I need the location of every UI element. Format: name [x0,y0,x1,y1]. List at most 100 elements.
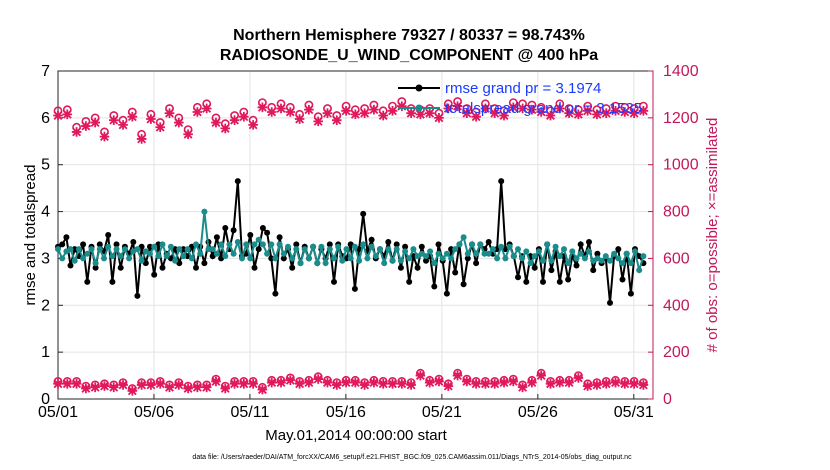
totalspread-point [297,260,304,267]
obs-assimilated-low-marker [99,381,110,391]
obs-assimilated-marker [620,107,630,117]
right-y-tick-label: 1200 [663,110,699,127]
totalspread-point [247,255,254,262]
obs-assimilated-marker [294,114,305,124]
totalspread-point [498,243,505,250]
obs-assimilated-low-marker [359,380,370,390]
obs-assimilated-low-marker [554,377,565,388]
totalspread-point [473,250,480,257]
rmse-point [406,278,413,285]
obs-assimilated-marker [341,106,351,116]
totalspread-point [636,267,643,274]
obs-assimilated-marker [62,109,73,120]
x-axis-label: May.01,2014 00:00:00 start [265,427,447,444]
obs-assimilated-marker [424,108,435,118]
obs-assimilated-low-marker [397,378,407,389]
right-y-tick-label: 400 [663,297,690,314]
rmse-point [251,264,258,271]
obs-assimilated-marker [378,110,389,121]
obs-assimilated-low-marker [257,384,268,395]
obs-assimilated-low-marker [480,378,491,389]
totalspread-point [96,246,103,253]
obs-assimilated-marker [369,104,379,115]
totalspread-point [113,246,120,253]
totalspread-point [147,250,153,257]
rmse-point [331,278,337,285]
obs-assimilated-low-marker [499,377,509,388]
totalspread-point [494,255,501,262]
obs-assimilated-low-marker [601,378,612,389]
obs-assimilated-marker [638,106,649,116]
rmse-point [193,264,199,271]
obs-assimilated-low-marker [183,383,193,394]
totalspread-point [431,260,438,267]
totalspread-point [385,246,392,253]
totalspread-point [523,248,530,255]
obs-assimilated-marker [554,103,565,114]
rmse-point [548,267,555,274]
legend-rmse-label: rmse grand pr = 3.1974 [445,80,601,97]
obs-assimilated-low-marker [322,377,333,388]
obs-assimilated-marker [71,127,82,137]
obs-assimilated-low-marker [462,376,472,387]
obs-assimilated-marker [536,107,546,117]
rmse-point [151,271,158,278]
rmse-point [147,243,153,250]
totalspread-point [506,243,513,250]
obs-assimilated-low-marker [536,370,546,381]
chart-title-line1: Northern Hemisphere 79327 / 80337 = 98.7… [233,27,585,44]
totalspread-point [632,248,638,255]
totalspread-point [193,241,199,248]
totalspread-point [485,250,492,257]
obs-assimilated-marker [201,103,212,114]
totalspread-point [565,260,572,267]
obs-assimilated-low-marker [127,386,138,396]
rmse-point [443,290,450,297]
rmse-point [619,276,626,283]
obs-assimilated-low-marker [229,378,240,389]
totalspread-point [92,260,99,267]
totalspread-point [117,253,124,260]
totalspread-point [331,255,337,262]
obs-assimilated-low-marker [489,378,500,389]
legend-rmse-marker [415,84,423,92]
rmse-point [368,236,375,243]
totalspread-point [326,246,333,253]
obs-assimilated-low-marker [434,376,444,387]
obs-assimilated-low-marker [90,382,100,393]
totalspread-point [347,255,354,262]
obs-assimilated-marker [406,108,416,118]
rmse-point [293,241,300,248]
series-totalspread [55,208,647,275]
obs-assimilated-marker [81,121,91,131]
x-axis: 05/01 05/06 05/11 05/16 05/21 05/26 05/31 [38,394,654,421]
totalspread-point [469,241,475,248]
rmse-point [272,290,279,297]
rmse-point [130,239,137,245]
totalspread-point [619,260,626,267]
obs-assimilated-marker [118,120,128,130]
obs-assimilated-low-marker [248,378,258,389]
totalspread-point [289,255,296,262]
obs-assimilated-marker [629,108,639,118]
x-tick-label: 05/26 [518,404,558,421]
totalspread-point [255,236,262,243]
obs-assimilated-low-marker [508,376,519,387]
totalspread-point [381,260,388,267]
totalspread-point [318,243,325,250]
obs-assimilated-marker [499,110,509,121]
rmse-point [531,264,538,271]
x-tick-label: 05/16 [326,404,366,421]
obs-assimilated-low-marker [294,378,305,389]
totalspread-point [573,255,580,262]
totalspread-point [581,255,588,262]
obs-assimilated-marker [304,104,314,115]
rmse-point [276,234,283,241]
rmse-point [96,241,103,248]
totalspread-point [59,255,66,262]
totalspread-point [305,255,312,262]
obs-assimilated-marker [99,131,110,142]
rmse-point [385,239,392,245]
obs-assimilated-low-marker [592,380,602,390]
totalspread-point [180,253,187,260]
